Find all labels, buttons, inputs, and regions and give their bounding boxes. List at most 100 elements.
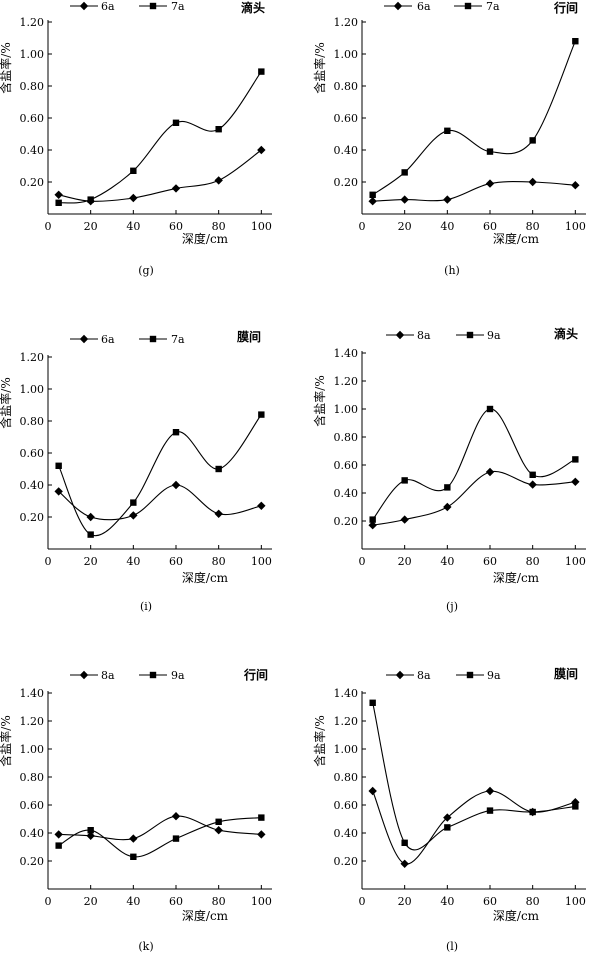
y-tick-label: 0.20: [20, 511, 45, 524]
y-tick-label: 0.60: [20, 447, 45, 460]
y-tick-label: 1.20: [334, 16, 359, 29]
legend-marker-9a: [466, 671, 474, 679]
y-tick-label: 1.20: [334, 715, 359, 728]
data-point-8a: [443, 813, 452, 822]
corner-label: 滴头: [554, 326, 578, 341]
data-point-7a: [258, 411, 265, 418]
series-line-9a: [372, 702, 576, 851]
x-tick-label: 40: [440, 220, 454, 233]
y-tick-label: 1.20: [334, 375, 359, 388]
data-point-6a: [214, 176, 223, 185]
data-point-7a: [258, 68, 265, 75]
x-tick-label: 100: [565, 895, 586, 908]
data-point-9a: [87, 827, 94, 834]
data-point-7a: [572, 38, 579, 45]
legend-marker-9a: [149, 671, 157, 679]
y-tick-label: 0.20: [334, 515, 359, 528]
data-point-7a: [529, 137, 536, 144]
legend-label-9a: 9a: [171, 669, 185, 682]
x-tick-label: 40: [440, 895, 454, 908]
data-point-6a: [257, 501, 266, 510]
legend-marker-7a: [149, 2, 157, 10]
data-point-6a: [368, 197, 377, 206]
data-point-6a: [129, 193, 138, 203]
data-point-7a: [55, 199, 62, 206]
data-point-9a: [444, 484, 451, 491]
legend-marker-8a: [395, 670, 405, 680]
data-point-8a: [571, 477, 580, 486]
y-tick-label: 0.40: [334, 487, 359, 500]
data-point-8a: [368, 786, 377, 796]
data-point-9a: [55, 842, 62, 849]
data-point-8a: [485, 786, 495, 796]
data-point-8a: [368, 521, 377, 530]
legend-marker-6a: [79, 334, 89, 344]
y-tick-label: 1.00: [334, 48, 359, 61]
data-point-6a: [86, 512, 95, 522]
y-tick-label: 1.00: [20, 743, 45, 756]
chart-panel-1: 0.20 0.40 0.60 0.80 1.00 1.20 0 20 40 60 80 100 含盐率/…: [0, 0, 272, 277]
data-point-7a: [444, 127, 451, 134]
x-tick-label: 20: [398, 220, 412, 233]
data-point-7a: [172, 429, 180, 436]
x-tick-label: 80: [526, 220, 540, 233]
series-line-7a: [58, 71, 262, 204]
data-point-6a: [54, 190, 63, 199]
x-tick-label: 0: [359, 220, 366, 233]
data-point-7a: [87, 531, 94, 538]
y-tick-label: 1.40: [20, 687, 45, 700]
data-point-8a: [129, 834, 138, 843]
y-tick-label: 0.80: [334, 771, 359, 784]
data-point-6a: [443, 195, 452, 204]
data-point-7a: [215, 126, 222, 133]
data-point-8a: [400, 515, 409, 524]
data-point-6a: [54, 487, 63, 496]
y-axis-label: 含盐率/%: [0, 715, 13, 766]
y-tick-label: 0.80: [334, 431, 359, 444]
data-point-7a: [401, 169, 408, 176]
data-point-6a: [257, 145, 266, 155]
x-axis-label: 深度/cm: [493, 231, 540, 246]
x-tick-label: 100: [251, 555, 272, 568]
legend-marker-6a: [79, 1, 89, 11]
data-point-8a: [86, 831, 95, 840]
x-tick-label: 20: [84, 895, 98, 908]
data-point-8a: [54, 830, 63, 839]
legend-label-6a: 6a: [417, 0, 431, 13]
y-axis-label: 含盐率/%: [312, 42, 327, 93]
y-tick-label: 1.00: [334, 403, 359, 416]
data-point-8a: [171, 812, 181, 821]
data-point-9a: [401, 839, 408, 846]
legend-label-8a: 8a: [101, 669, 115, 682]
data-point-6a: [485, 179, 495, 188]
legend-label-9a: 9a: [487, 329, 501, 342]
x-tick-label: 20: [84, 220, 98, 233]
x-tick-label: 60: [483, 220, 497, 233]
panel-label: (j): [446, 600, 458, 613]
y-tick-label: 0.20: [20, 176, 45, 189]
x-tick-label: 0: [359, 895, 366, 908]
data-point-9a: [444, 824, 451, 831]
corner-label: 行间: [243, 667, 268, 682]
y-tick-label: 1.40: [334, 687, 359, 700]
x-axis-label: 深度/cm: [182, 231, 229, 246]
y-tick-label: 0.20: [20, 855, 45, 868]
y-tick-label: 0.20: [334, 176, 359, 189]
data-point-9a: [172, 835, 180, 842]
data-point-6a: [214, 509, 223, 518]
legend-marker-6a: [393, 1, 403, 11]
x-tick-label: 0: [359, 555, 366, 568]
x-tick-label: 100: [251, 895, 272, 908]
x-tick-label: 100: [251, 220, 272, 233]
x-tick-label: 60: [169, 220, 183, 233]
data-point-6a: [571, 181, 580, 190]
data-point-9a: [486, 405, 494, 413]
y-tick-label: 0.80: [20, 771, 45, 784]
chart-panel-2: 0.20 0.40 0.60 0.80 1.00 1.20 0 20 40 60 80 100 含盐率/…: [312, 0, 586, 277]
y-tick-label: 1.20: [20, 715, 45, 728]
data-point-7a: [486, 148, 494, 155]
legend-label-8a: 8a: [417, 669, 431, 682]
data-point-7a: [87, 196, 94, 203]
